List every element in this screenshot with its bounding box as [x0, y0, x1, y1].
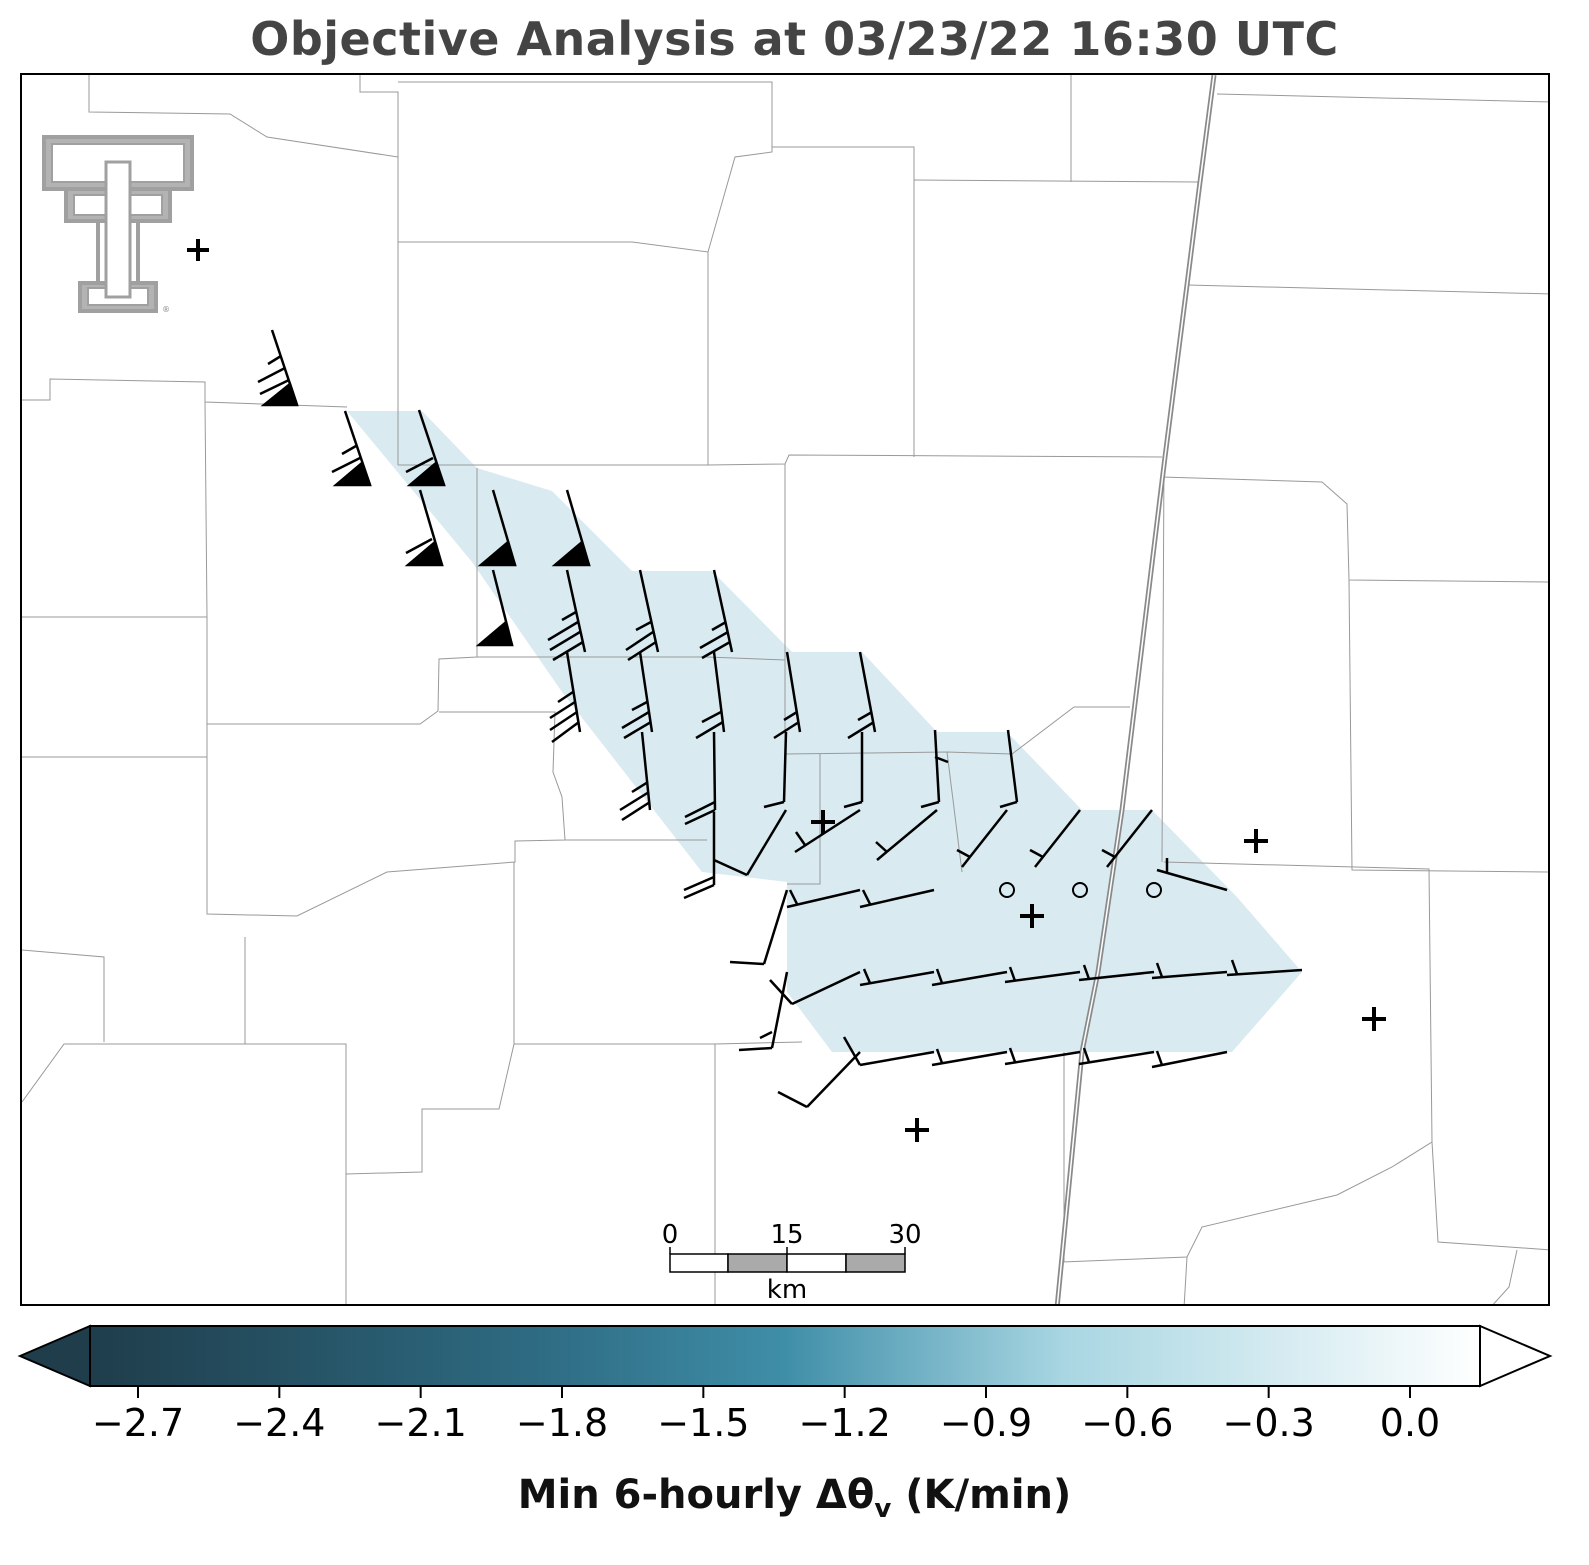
colorbar-tick-label: −2.4 [233, 1401, 325, 1445]
colorbar-tick-label: 0.0 [1380, 1401, 1440, 1445]
colorbar-tick-label: −1.5 [657, 1401, 749, 1445]
analysis-shading [347, 411, 1302, 1052]
map-canvas: ® [22, 75, 1548, 1305]
logo-mark: ® [162, 305, 170, 314]
scale-tick-0: 0 [662, 1220, 679, 1250]
colorbar-body [17, 1324, 1553, 1388]
scale-bar: 0 15 30 km [662, 1220, 922, 1305]
station-markers [187, 239, 1386, 1142]
colorbar-label-sub: v [874, 1494, 892, 1524]
county-boundaries [22, 75, 1548, 1304]
scale-tick-15: 15 [770, 1220, 803, 1250]
scale-tick-30: 30 [888, 1220, 921, 1250]
texas-tech-logo: ® [42, 135, 194, 314]
colorbar-tick-label: −0.6 [1081, 1401, 1173, 1445]
colorbar: −2.7 −2.4 −2.1 −1.8 −1.5 −1.2 −0.9 −0.6 −0.3 0.0 [17, 1324, 1553, 1445]
colorbar-tick-label: −2.7 [92, 1401, 184, 1445]
colorbar-label-unit: (K/min) [891, 1472, 1072, 1518]
colorbar-tick-label: −1.8 [516, 1401, 608, 1445]
colorbar-tick-label: −2.1 [375, 1401, 467, 1445]
colorbar-tick-label: −1.2 [799, 1401, 891, 1445]
map-title: Objective Analysis at 03/23/22 16:30 UTC [250, 12, 1339, 66]
colorbar-tick-label: −0.3 [1223, 1401, 1315, 1445]
colorbar-ticks: −2.7 −2.4 −2.1 −1.8 −1.5 −1.2 −0.9 −0.6 −0.3 0.0 [92, 1386, 1440, 1445]
scale-unit: km [767, 1275, 807, 1305]
calm-station-circles [999, 882, 1162, 898]
colorbar-tick-label: −0.9 [940, 1401, 1032, 1445]
wind-barbs [257, 329, 1303, 1109]
colorbar-label-main: Min 6-hourly Δθ [517, 1472, 875, 1518]
map-panel[interactable]: ® [20, 73, 1550, 1306]
colorbar-label: Min 6-hourly Δθv (K/min) [0, 1472, 1589, 1524]
state-boundary [1054, 75, 1217, 1304]
